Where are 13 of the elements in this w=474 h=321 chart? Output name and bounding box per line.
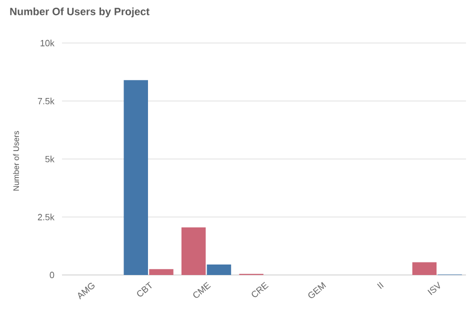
y-tick-label: 10k bbox=[40, 40, 54, 46]
x-tick-label: CBT bbox=[137, 282, 152, 297]
y-tick-label: 7.5k bbox=[38, 98, 54, 104]
bar bbox=[181, 227, 206, 275]
x-tick-label: ISV bbox=[428, 282, 440, 296]
chart-title: Number Of Users by Project bbox=[10, 8, 150, 18]
y-tick-label: 2.5k bbox=[38, 214, 54, 220]
y-tick-label: 0 bbox=[50, 272, 54, 278]
x-tick-label: II bbox=[377, 282, 384, 289]
bar bbox=[412, 262, 437, 275]
y-axis-title: Number of Users bbox=[13, 131, 19, 191]
bar bbox=[206, 264, 232, 275]
y-tick-label: 5k bbox=[45, 156, 54, 162]
